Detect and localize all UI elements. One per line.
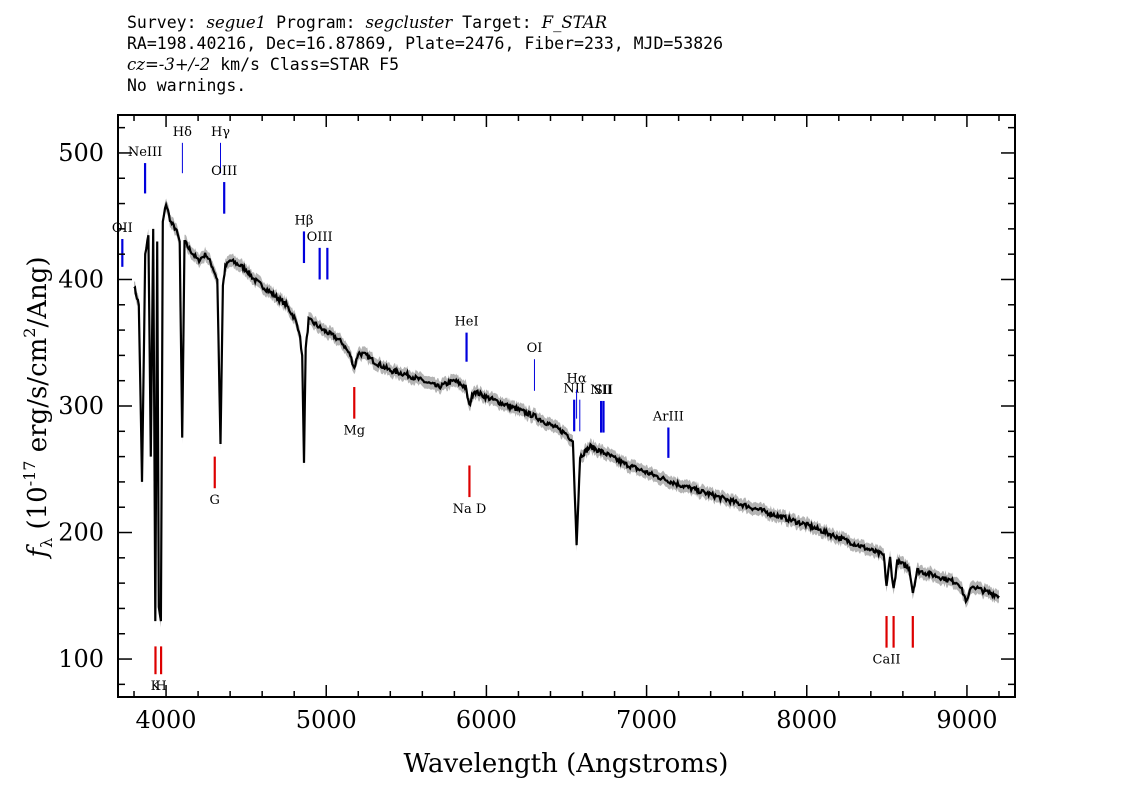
spectrum-line-group bbox=[133, 201, 1000, 622]
y-tick-label: 400 bbox=[58, 265, 104, 293]
y-label-close: /Ang) bbox=[23, 256, 53, 327]
x-tick-label: 8000 bbox=[776, 706, 837, 734]
emission-line-label: HeI bbox=[454, 315, 478, 330]
emission-line-label: NII bbox=[590, 383, 612, 398]
y-label-exp1: -17 bbox=[20, 461, 39, 487]
target-label: Target: bbox=[452, 13, 542, 32]
emission-line-label: Hα bbox=[567, 372, 587, 387]
y-axis-label: fλ (10-17 erg/s/cm2/Ang) bbox=[20, 256, 56, 559]
emission-line-label: ArIII bbox=[652, 410, 684, 425]
x-axis-label: Wavelength (Angstroms) bbox=[404, 749, 729, 779]
emission-line-label: Hγ bbox=[211, 125, 230, 140]
header-survey-line: Survey: segue1 Program: segcluster Targe… bbox=[127, 12, 723, 33]
survey-label: Survey: bbox=[127, 13, 207, 32]
emission-line-label: OIII bbox=[307, 230, 333, 245]
header-redshift-line: cz=-3+/-2 km/s Class=STAR F5 bbox=[127, 54, 723, 75]
survey-value: segue1 bbox=[206, 13, 267, 32]
cz-value: =-3+/-2 bbox=[144, 55, 211, 74]
absorption-line-label: CaII bbox=[873, 653, 901, 668]
x-tick-label: 7000 bbox=[616, 706, 677, 734]
error-band-area bbox=[134, 198, 999, 628]
program-label: Program: bbox=[266, 13, 366, 32]
x-tick-label: 5000 bbox=[296, 706, 357, 734]
y-label-mid: erg/s/cm bbox=[23, 338, 53, 461]
emission-line-label: Hδ bbox=[173, 125, 192, 140]
y-tick-label: 500 bbox=[58, 139, 104, 167]
x-tick-label: 4000 bbox=[136, 706, 197, 734]
error-band bbox=[134, 198, 999, 628]
header-coordinates-line: RA=198.40216, Dec=16.87869, Plate=2476, … bbox=[127, 34, 724, 53]
y-tick-label: 300 bbox=[58, 392, 104, 420]
emission-line-label: Hβ bbox=[295, 213, 314, 228]
emission-line-label: NeIII bbox=[128, 145, 162, 160]
x-tick-label: 6000 bbox=[456, 706, 517, 734]
absorption-line-label: K bbox=[151, 679, 161, 694]
emission-line-label: NII bbox=[563, 382, 585, 397]
plot-frame bbox=[117, 114, 1016, 698]
spectrum-header: Survey: segue1 Program: segcluster Targe… bbox=[127, 12, 723, 96]
target-value: F_STAR bbox=[541, 13, 608, 32]
absorption-line-label: Na D bbox=[453, 502, 487, 517]
y-label-exp2: 2 bbox=[20, 328, 39, 338]
spectrum-series-line bbox=[133, 201, 1000, 622]
y-label-open: (10 bbox=[23, 486, 53, 538]
x-tick-label: 9000 bbox=[936, 706, 997, 734]
y-tick-label: 100 bbox=[58, 645, 104, 673]
absorption-line-label: G bbox=[210, 493, 220, 508]
y-label-sub: λ bbox=[37, 538, 56, 548]
class-text: km/s Class=STAR F5 bbox=[210, 55, 400, 74]
emission-line-label: OI bbox=[527, 341, 543, 356]
emission-line-label: SII bbox=[594, 383, 613, 398]
absorption-line-label: H bbox=[155, 679, 166, 694]
y-tick-label: 200 bbox=[58, 519, 104, 547]
emission-line-label: OIII bbox=[211, 164, 237, 179]
header-warnings-line: No warnings. bbox=[127, 76, 247, 95]
cz-label: cz bbox=[127, 55, 145, 74]
absorption-line-label: Mg bbox=[343, 424, 365, 439]
program-value: segcluster bbox=[365, 13, 453, 32]
plot-axes: 4000 5000 6000 7000 8000 9000 100 200 300 400 500 bbox=[58, 114, 1016, 734]
